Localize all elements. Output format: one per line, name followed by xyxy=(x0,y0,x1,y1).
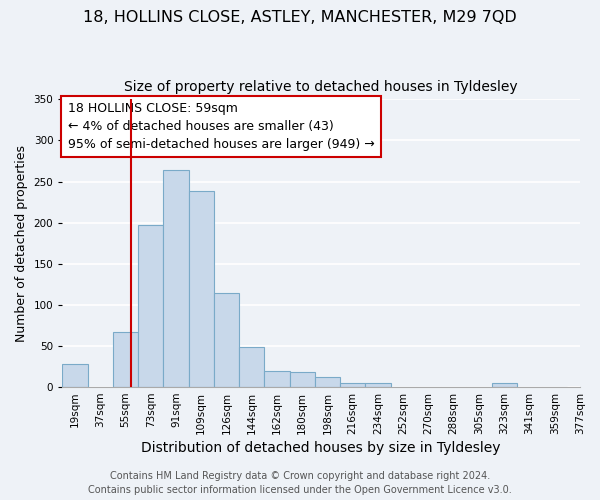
Bar xyxy=(138,225,163,387)
Text: Contains HM Land Registry data © Crown copyright and database right 2024.
Contai: Contains HM Land Registry data © Crown c… xyxy=(88,471,512,495)
Bar xyxy=(315,377,340,387)
Bar xyxy=(491,383,517,387)
Bar xyxy=(340,383,365,387)
Bar xyxy=(113,332,138,387)
Bar xyxy=(265,372,290,387)
Title: Size of property relative to detached houses in Tyldesley: Size of property relative to detached ho… xyxy=(124,80,518,94)
Bar xyxy=(163,170,188,387)
Bar xyxy=(188,192,214,387)
Bar xyxy=(214,292,239,387)
X-axis label: Distribution of detached houses by size in Tyldesley: Distribution of detached houses by size … xyxy=(142,441,501,455)
Bar xyxy=(290,372,315,387)
Bar xyxy=(62,364,88,387)
Text: 18 HOLLINS CLOSE: 59sqm
← 4% of detached houses are smaller (43)
95% of semi-det: 18 HOLLINS CLOSE: 59sqm ← 4% of detached… xyxy=(68,102,374,151)
Bar xyxy=(239,347,265,387)
Text: 18, HOLLINS CLOSE, ASTLEY, MANCHESTER, M29 7QD: 18, HOLLINS CLOSE, ASTLEY, MANCHESTER, M… xyxy=(83,10,517,25)
Bar xyxy=(365,383,391,387)
Y-axis label: Number of detached properties: Number of detached properties xyxy=(15,144,28,342)
